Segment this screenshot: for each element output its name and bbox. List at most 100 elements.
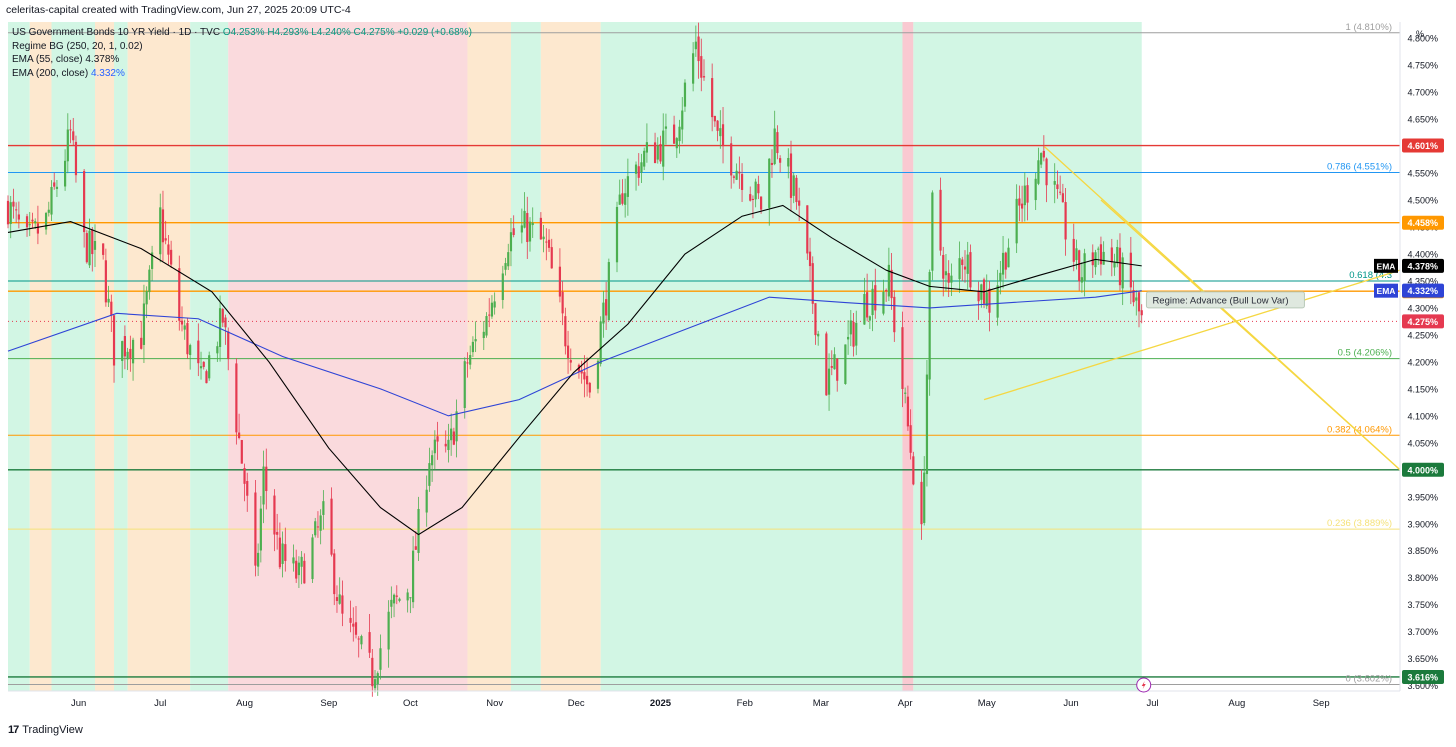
y-tick-label: 4.150% [1407, 384, 1438, 394]
candle-up [259, 508, 262, 551]
regime-band-green [510, 22, 541, 691]
x-tick-label: Aug [1228, 698, 1245, 709]
candle-down [795, 177, 798, 203]
candle-down [721, 124, 725, 147]
candle-down [197, 340, 200, 364]
fib-level-label: 0.618 (4.3 [1349, 270, 1392, 281]
y-tick-label: 4.800% [1407, 34, 1438, 44]
candle-up [262, 466, 265, 505]
x-tick-label: Aug [236, 698, 253, 709]
candle-down [512, 228, 515, 236]
candle-down [637, 166, 640, 178]
candle-down [852, 321, 855, 347]
candle-down [284, 544, 287, 561]
legend-symbol-row[interactable]: US Government Bonds 10 YR Yield · 1D · T… [12, 26, 472, 40]
legend-regime-row[interactable]: Regime BG (250, 20, 1, 0.02) [12, 40, 472, 54]
candle-down [811, 263, 814, 304]
candle-down [224, 317, 227, 328]
candle-down [83, 171, 86, 233]
candle-down [808, 251, 812, 267]
ema-tag-name: EMA [1377, 261, 1396, 271]
candle-up [1116, 247, 1119, 264]
candle-up [999, 272, 1002, 281]
candle-up [531, 222, 534, 226]
candle-up [93, 241, 97, 250]
candle-up [773, 128, 776, 165]
legend-ema55-row[interactable]: EMA (55, close) 4.378% [12, 53, 472, 67]
ema-price-tag-label: 4.332% [1407, 286, 1438, 296]
candle-up [199, 366, 203, 369]
candle-down [909, 425, 912, 453]
candle-up [966, 254, 969, 274]
legend-ema200-row[interactable]: EMA (200, close) 4.332% [12, 67, 472, 81]
candle-down [235, 363, 238, 433]
candle-down [588, 382, 591, 393]
price-tag [1402, 669, 1444, 684]
candle-down [738, 171, 741, 174]
candle-up [719, 128, 722, 137]
candle-down [1137, 292, 1141, 312]
y-tick-label: 3.700% [1407, 627, 1438, 637]
candle-down [1045, 158, 1048, 186]
candle-up [950, 275, 953, 283]
candle-down [830, 366, 833, 368]
candle-up [887, 264, 890, 297]
legend-regime: Regime BG (250, 20, 1, 0.02) [12, 40, 143, 52]
x-tick-label: Feb [737, 698, 753, 709]
candle-down [988, 288, 991, 313]
candle-up [618, 194, 621, 205]
candle-down [825, 333, 828, 396]
candle-up [392, 594, 396, 604]
candle-down [330, 498, 333, 555]
candle-down [368, 632, 371, 653]
candle-up [520, 225, 523, 233]
candle-down [1072, 238, 1075, 262]
candle-up [958, 258, 961, 280]
candle-down [977, 290, 980, 302]
tradingview-footer[interactable]: 17 TradingView [8, 724, 83, 736]
candle-down [352, 623, 355, 627]
regime-band-green [8, 22, 30, 691]
fib-level-label: 1 (4.810%) [1346, 22, 1392, 33]
candle-down [452, 431, 455, 445]
candle-up [643, 150, 646, 167]
candle-up [469, 355, 472, 365]
candle-up [257, 552, 260, 567]
candle-down [102, 243, 105, 255]
candle-down [341, 595, 344, 614]
candle-up [1023, 185, 1026, 206]
candle-up [599, 321, 602, 364]
candle-up [450, 428, 453, 441]
regime-band-orange [95, 22, 115, 691]
candle-down [354, 622, 358, 635]
x-tick-label: Sep [1313, 698, 1330, 709]
trendline [983, 269, 1401, 401]
y-tick-label: 3.800% [1407, 573, 1438, 583]
candle-up [768, 158, 771, 208]
candle-down [357, 638, 360, 640]
candle-down [246, 481, 249, 496]
candle-down [901, 327, 904, 390]
x-tick-label: May [978, 698, 996, 709]
tradingview-brand: TradingView [22, 724, 83, 736]
candle-up [507, 252, 510, 267]
candle-down [564, 316, 567, 347]
candle-down [110, 301, 113, 316]
candle-down [335, 597, 339, 601]
candle-down [170, 249, 173, 265]
candle-down [716, 120, 719, 131]
candle-up [208, 355, 211, 379]
ema-price-tag-label: 4.378% [1407, 261, 1438, 271]
candle-up [131, 339, 135, 364]
candle-up [189, 345, 192, 356]
candle-down [161, 209, 165, 243]
candle-down [711, 78, 714, 118]
candle-up [142, 303, 146, 345]
candle-down [550, 247, 553, 269]
candle-up [216, 346, 219, 354]
y-tick-label: 3.650% [1407, 654, 1438, 664]
candle-down [202, 361, 205, 367]
candle-down [893, 296, 896, 333]
candle-up [849, 320, 852, 335]
